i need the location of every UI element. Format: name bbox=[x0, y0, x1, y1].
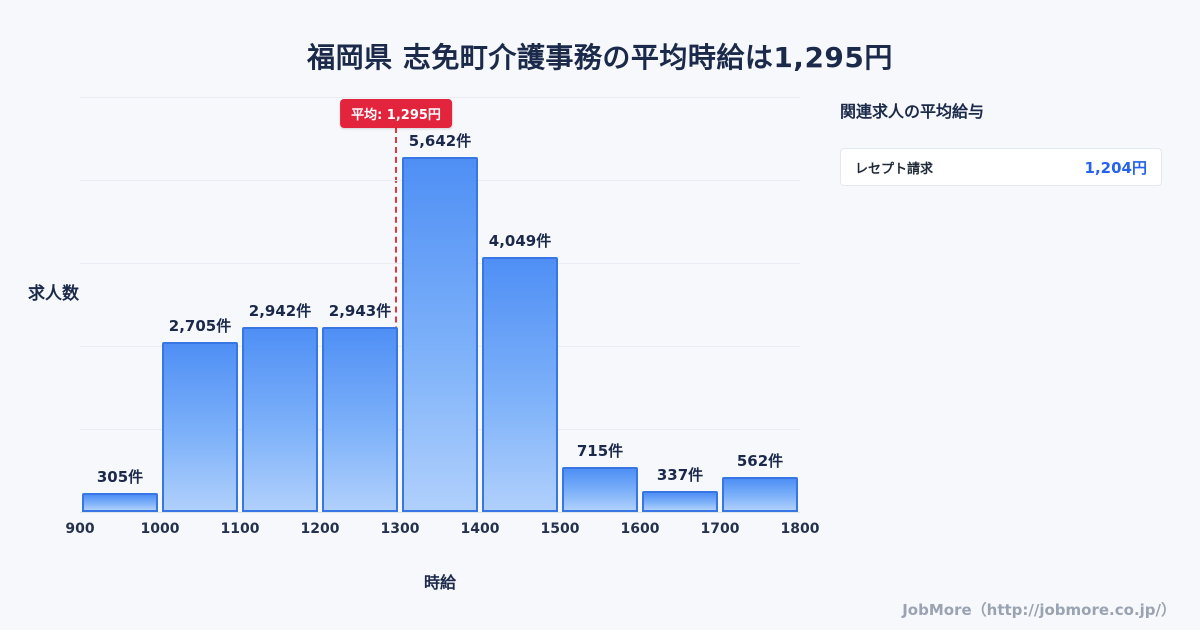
x-tick-label: 1600 bbox=[620, 521, 660, 537]
histogram-bar bbox=[482, 257, 558, 512]
related-job-value: 1,204円 bbox=[1084, 158, 1147, 177]
histogram-bar bbox=[562, 467, 638, 512]
histogram-bar bbox=[242, 327, 318, 512]
bar-value-label: 715件 bbox=[576, 442, 624, 460]
plot-area: 平均: 1,295円 305件 2,705件 2,942件 2,943件 5,642件 4… bbox=[80, 97, 800, 513]
page-title: 福岡県 志免町介護事務の平均時給は1,295円 bbox=[307, 41, 893, 74]
x-tick-label: 1500 bbox=[540, 521, 580, 537]
gridline bbox=[80, 97, 800, 98]
bar-value-label: 4,049件 bbox=[488, 232, 552, 250]
x-axis-label: 時給 bbox=[423, 573, 456, 592]
x-tick-label: 1700 bbox=[700, 521, 740, 537]
histogram-bar bbox=[402, 157, 478, 512]
y-axis-label: 求人数 bbox=[28, 284, 79, 304]
x-tick-label: 1800 bbox=[780, 521, 820, 537]
x-tick-label: 1100 bbox=[220, 521, 260, 537]
bar-value-label: 562件 bbox=[736, 452, 784, 470]
x-axis-ticks: 900 1000 1100 1200 1300 1400 1500 1600 1700 1800 bbox=[65, 521, 819, 541]
histogram-bar bbox=[642, 491, 718, 512]
bar-value-label: 2,942件 bbox=[248, 302, 312, 320]
x-tick-label: 1000 bbox=[140, 521, 180, 537]
histogram-bar bbox=[722, 477, 798, 512]
x-tick-label: 1300 bbox=[380, 521, 420, 537]
footer-credit: JobMore（http://jobmore.co.jp/） bbox=[902, 601, 1176, 619]
related-job-item[interactable]: レセプト請求 1,204円 bbox=[840, 148, 1162, 186]
gridline bbox=[80, 512, 800, 513]
bar-value-label: 2,943件 bbox=[328, 302, 392, 320]
mean-badge: 平均: 1,295円 bbox=[340, 99, 452, 128]
histogram-bar bbox=[322, 327, 398, 512]
bar-value-label: 305件 bbox=[96, 468, 144, 486]
x-tick-label: 1200 bbox=[300, 521, 340, 537]
histogram-bar bbox=[82, 493, 158, 512]
side-panel-heading: 関連求人の平均給与 bbox=[840, 102, 985, 121]
bar-value-label: 5,642件 bbox=[408, 132, 472, 150]
histogram-bar bbox=[162, 342, 238, 512]
mean-line bbox=[395, 127, 397, 512]
x-tick-label: 900 bbox=[65, 521, 95, 537]
related-job-label: レセプト請求 bbox=[855, 161, 934, 177]
x-tick-label: 1400 bbox=[460, 521, 500, 537]
bar-value-label: 2,705件 bbox=[168, 317, 232, 335]
bar-value-label: 337件 bbox=[656, 466, 704, 484]
